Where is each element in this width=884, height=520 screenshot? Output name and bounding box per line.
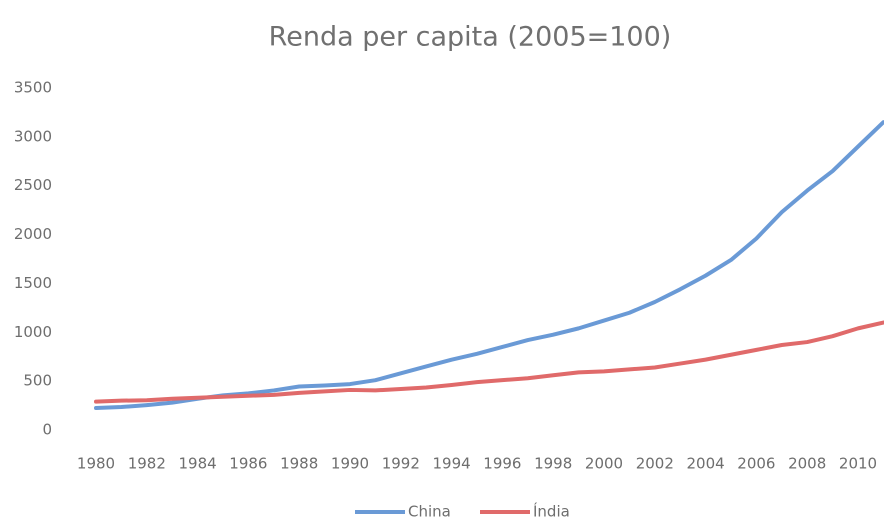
y-tick-label: 2500 [14, 176, 52, 194]
x-tick-label: 1984 [179, 455, 217, 473]
legend-label: Índia [533, 502, 570, 520]
legend-label: China [408, 503, 451, 520]
y-tick-label: 0 [42, 421, 52, 439]
y-tick-label: 3500 [14, 79, 52, 97]
x-tick-label: 1982 [128, 455, 166, 473]
x-tick-label: 2000 [585, 455, 623, 473]
x-tick-label: 1992 [382, 455, 420, 473]
x-tick-label: 1996 [483, 455, 521, 473]
x-tick-label: 1990 [331, 455, 369, 473]
chart-title: Renda per capita (2005=100) [269, 22, 672, 53]
series-line [94, 120, 884, 411]
x-tick-label: 1988 [280, 455, 318, 473]
x-tick-label: 2010 [839, 455, 877, 473]
y-tick-label: 2000 [14, 225, 52, 243]
x-tick-label: 1998 [534, 455, 572, 473]
y-tick-label: 3000 [14, 127, 52, 145]
x-tick-label: 1986 [229, 455, 267, 473]
x-tick-label: 1994 [433, 455, 471, 473]
x-tick-label: 1980 [77, 455, 115, 473]
x-tick-label: 2008 [788, 455, 826, 473]
x-tick-label: 2006 [737, 455, 775, 473]
y-tick-label: 500 [23, 372, 52, 390]
x-tick-label: 2002 [636, 455, 674, 473]
y-tick-label: 1500 [14, 274, 52, 292]
series-line [94, 320, 884, 404]
x-tick-label: 2004 [687, 455, 725, 473]
y-tick-label: 1000 [14, 323, 52, 341]
